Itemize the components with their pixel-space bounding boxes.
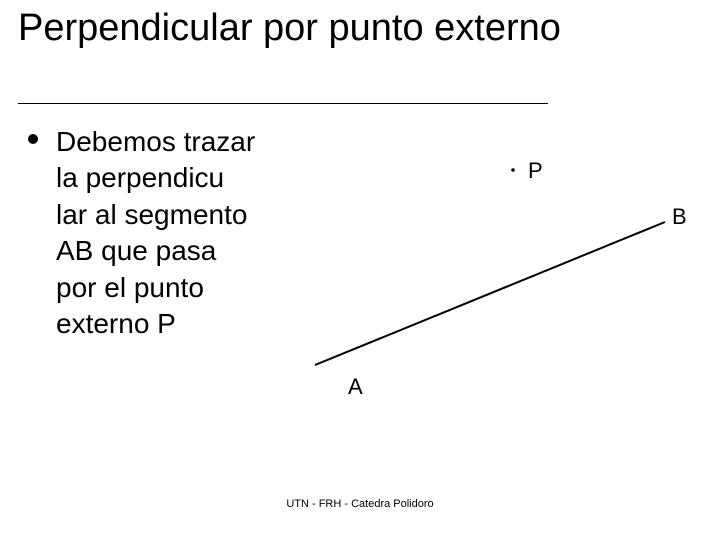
- diagram: P A B: [270, 130, 700, 450]
- body-text: Debemos trazar la perpendicu lar al segm…: [56, 124, 256, 342]
- footer-text: UTN - FRH - Catedra Polidoro: [0, 498, 720, 510]
- title-underline: [18, 103, 548, 104]
- diagram-svg: [270, 130, 700, 450]
- slide: Perpendicular por punto externo Debemos …: [0, 0, 720, 540]
- page-title: Perpendicular por punto externo: [18, 6, 561, 51]
- bullet-icon: [28, 134, 38, 144]
- label-a: A: [348, 374, 363, 400]
- label-p: P: [528, 158, 543, 184]
- label-b: B: [672, 204, 687, 230]
